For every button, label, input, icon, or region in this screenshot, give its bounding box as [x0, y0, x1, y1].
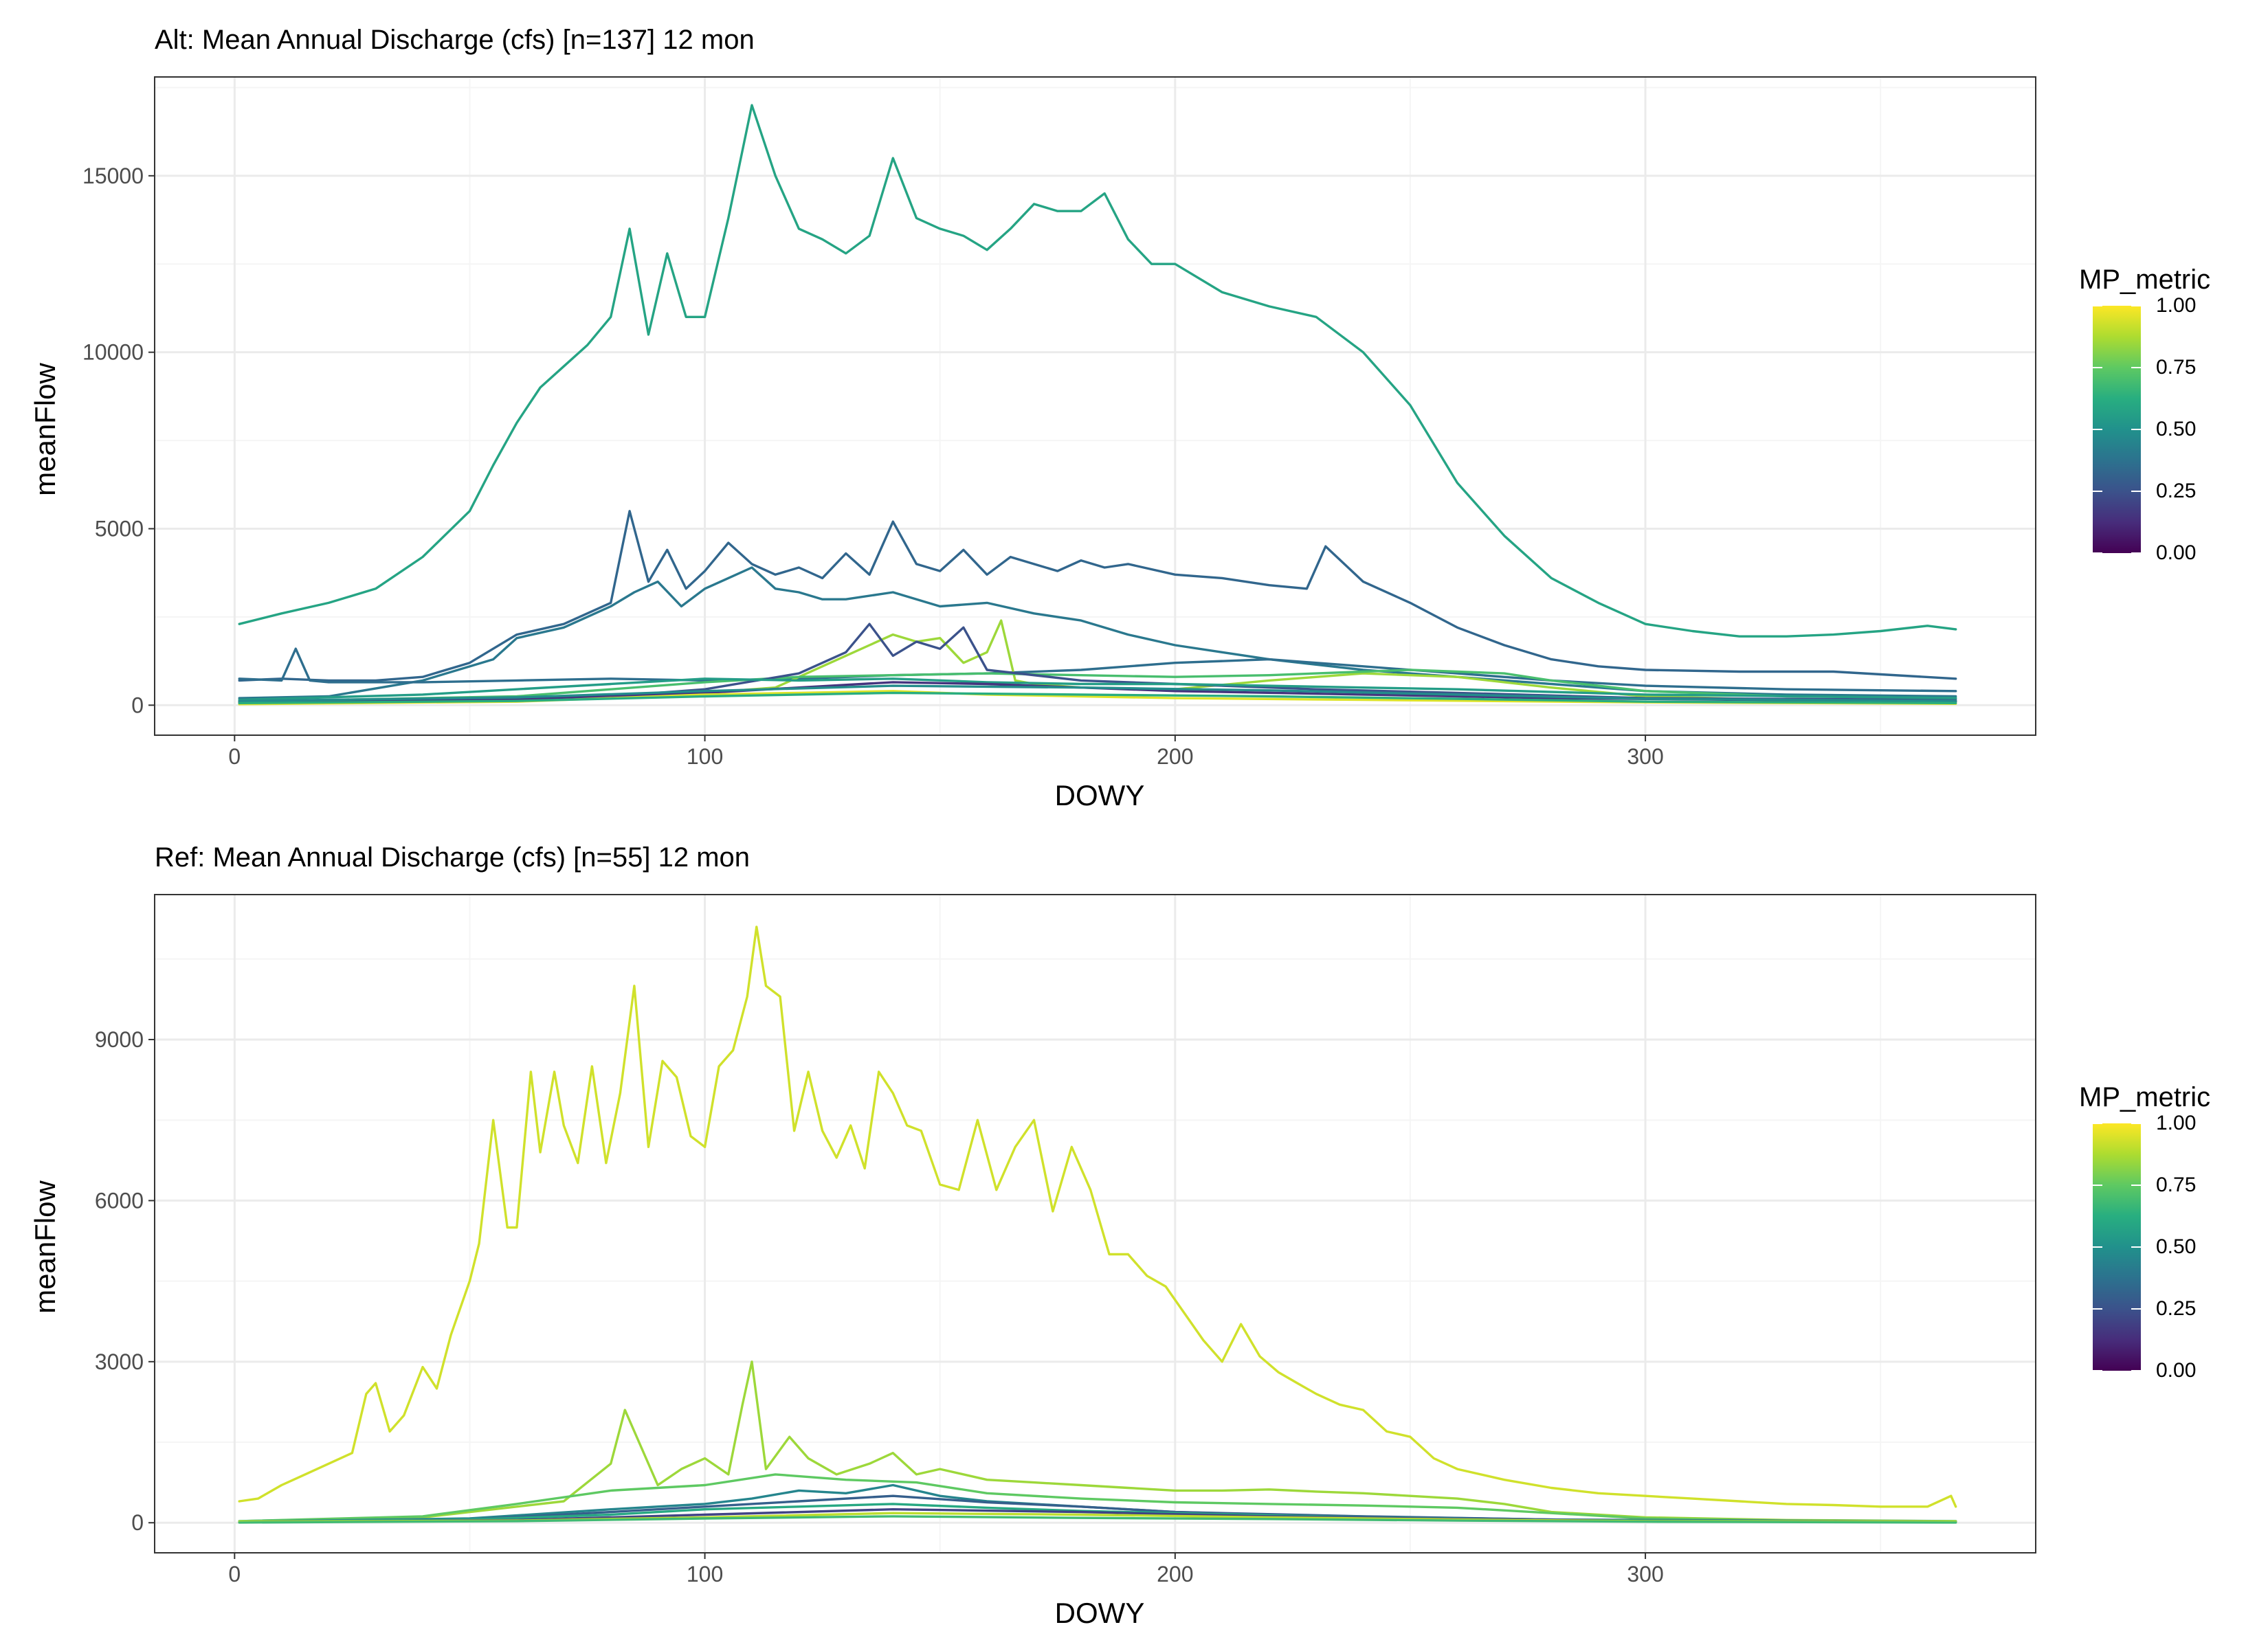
- x-tick-label: 100: [687, 1562, 723, 1586]
- series-line-7: [238, 677, 1957, 702]
- legend-tick-label: 0.75: [2156, 1174, 2197, 1196]
- plot-area: [155, 895, 2036, 1553]
- legend-tick-mark: [2131, 367, 2141, 368]
- panel-border: [154, 76, 2036, 736]
- legend-tick-mark: [2131, 1185, 2141, 1186]
- chart-title-alt: Alt: Mean Annual Discharge (cfs) [n=137]…: [155, 25, 755, 55]
- legend-tick-mark: [2093, 429, 2102, 430]
- series-line-0: [238, 926, 1957, 1508]
- series-line-0: [238, 104, 1957, 638]
- y-axis-title: meanFlow: [29, 362, 61, 495]
- legend-tick-mark: [2131, 491, 2141, 492]
- legend-tick-mark: [2093, 305, 2102, 306]
- series-line-1: [238, 510, 1957, 682]
- y-tick-label: 10000: [82, 340, 144, 365]
- series-line-8: [238, 681, 1957, 704]
- legend-tick-mark: [2131, 1370, 2141, 1371]
- series-line-2: [238, 566, 1957, 699]
- legend-tick-label: 0.25: [2156, 480, 2197, 502]
- series-line-10: [238, 684, 1957, 702]
- series-line-11: [238, 691, 1957, 704]
- y-tick-label: 3000: [95, 1349, 144, 1374]
- y-tick-label: 9000: [95, 1027, 144, 1052]
- legend-tick-label: 0.00: [2156, 1359, 2197, 1382]
- legend-tick-label: 1.00: [2156, 1112, 2197, 1134]
- colorbar-legend-alt: MP_metric 0.00 0.25 0.50 0.75 1.00: [2079, 265, 2258, 567]
- legend-tick-mark: [2131, 1123, 2141, 1124]
- x-tick-label: 300: [1627, 1562, 1663, 1586]
- legend-tick-mark: [2093, 1370, 2102, 1371]
- legend-tick-label: 0.50: [2156, 418, 2197, 440]
- legend-tick-mark: [2093, 491, 2102, 492]
- legend-tick-mark: [2093, 1185, 2102, 1186]
- chart-alt: 0 100 200 300 0 5000 10000 15000 meanFlow DOWY: [29, 76, 2036, 811]
- series-line-4: [238, 619, 1957, 705]
- y-tick-label: 0: [131, 693, 144, 717]
- legend-tick-mark: [2093, 1123, 2102, 1124]
- legend-tick-mark: [2093, 1246, 2102, 1248]
- legend-tick-mark: [2131, 305, 2141, 306]
- legend-tick-mark: [2131, 1308, 2141, 1310]
- x-tick-label: 200: [1157, 1562, 1193, 1586]
- chart-title-ref: Ref: Mean Annual Discharge (cfs) [n=55] …: [155, 842, 751, 873]
- x-tick-label: 300: [1627, 744, 1663, 769]
- x-tick-label: 0: [228, 744, 241, 769]
- x-tick-label: 200: [1157, 744, 1193, 769]
- x-axis-title: DOWY: [1055, 779, 1145, 811]
- legend-tick-label: 1.00: [2156, 294, 2197, 317]
- legend-tick-label: 0.75: [2156, 356, 2197, 379]
- legend-tick-mark: [2093, 1308, 2102, 1310]
- legend-tick-label: 0.50: [2156, 1235, 2197, 1258]
- legend-tick-mark: [2131, 1246, 2141, 1248]
- legend-tick-label: 0.00: [2156, 541, 2197, 564]
- series-line-8: [238, 1515, 1957, 1524]
- y-tick-label: 5000: [95, 517, 144, 541]
- x-axis-title: DOWY: [1055, 1597, 1145, 1629]
- series-line-2: [238, 1473, 1957, 1523]
- legend-tick-mark: [2093, 552, 2102, 554]
- y-tick-label: 6000: [95, 1188, 144, 1213]
- legend-tick-mark: [2131, 429, 2141, 430]
- series-line-6: [238, 622, 1957, 705]
- colorbar-legend-ref: MP_metric 0.00 0.25 0.50 0.75 1.00: [2079, 1082, 2258, 1384]
- legend-tick-mark: [2093, 367, 2102, 368]
- x-tick-label: 0: [228, 1562, 241, 1586]
- panel-border: [154, 894, 2036, 1553]
- y-tick-label: 0: [131, 1510, 144, 1535]
- y-tick-label: 15000: [82, 164, 144, 188]
- series-line-5: [238, 669, 1957, 703]
- legend-title: MP_metric: [2079, 265, 2211, 295]
- legend-tick-label: 0.25: [2156, 1297, 2197, 1320]
- legend-title: MP_metric: [2079, 1082, 2211, 1112]
- x-tick-label: 100: [687, 744, 723, 769]
- series-line-1: [238, 1360, 1957, 1523]
- y-axis-title: meanFlow: [29, 1180, 61, 1313]
- legend-tick-mark: [2131, 552, 2141, 554]
